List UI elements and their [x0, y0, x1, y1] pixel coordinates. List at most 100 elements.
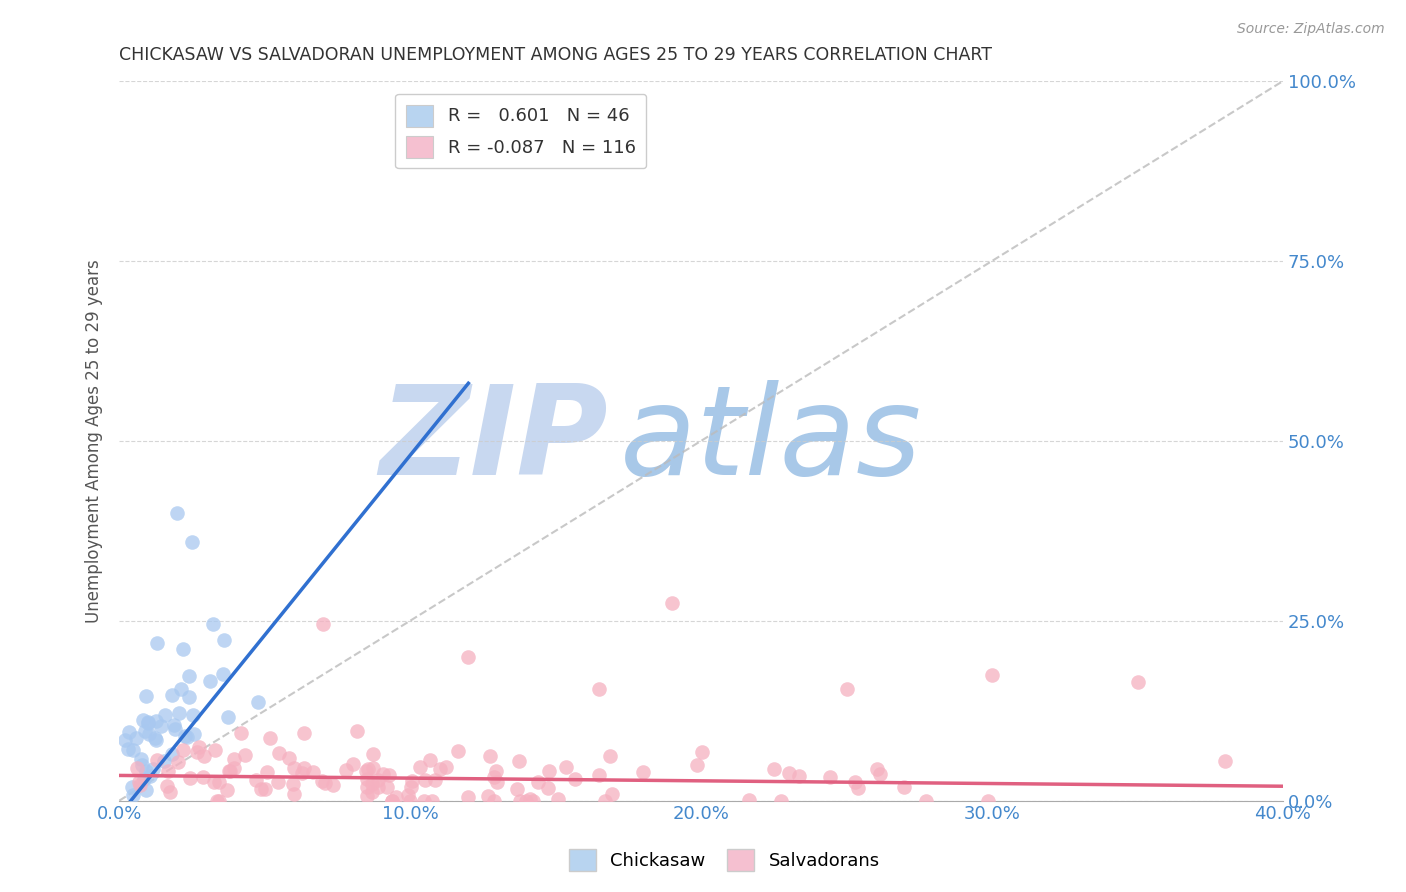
Point [114, 732, 136, 747]
Point [419, 753, 441, 767]
Point [401, 774, 423, 789]
Point [142, 762, 165, 776]
Point [420, 794, 443, 808]
Point [179, 669, 201, 683]
Point [869, 767, 891, 781]
Point [915, 794, 938, 808]
Point [121, 743, 143, 757]
Point [186, 745, 208, 759]
Point [256, 764, 278, 779]
Point [233, 747, 256, 762]
Point [267, 775, 290, 789]
Point [231, 725, 253, 739]
Point [156, 764, 179, 779]
Point [844, 775, 866, 789]
Point [156, 780, 179, 794]
Point [193, 748, 215, 763]
Point [361, 785, 384, 799]
Point [311, 774, 333, 789]
Point [135, 782, 157, 797]
Point [457, 790, 479, 805]
Point [162, 688, 184, 702]
Point [278, 751, 301, 765]
Point [375, 780, 398, 794]
Point [163, 718, 186, 732]
Point [172, 743, 194, 757]
Point [128, 774, 150, 789]
Point [121, 788, 143, 802]
Point [312, 617, 335, 632]
Text: Source: ZipAtlas.com: Source: ZipAtlas.com [1237, 22, 1385, 37]
Point [429, 762, 451, 776]
Point [401, 780, 423, 794]
Point [346, 724, 368, 739]
Point [249, 782, 271, 797]
Point [770, 794, 793, 808]
Point [377, 768, 399, 782]
Point [283, 787, 305, 801]
Point [204, 743, 226, 757]
Point [208, 775, 231, 789]
Point [125, 731, 148, 746]
Point [506, 781, 529, 796]
Point [135, 764, 157, 778]
Point [181, 534, 204, 549]
Y-axis label: Unemployment Among Ages 25 to 29 years: Unemployment Among Ages 25 to 29 years [86, 259, 103, 623]
Point [866, 762, 889, 776]
Point [254, 782, 277, 797]
Point [588, 768, 610, 782]
Point [153, 755, 176, 769]
Point [396, 789, 419, 803]
Point [292, 761, 315, 775]
Point [212, 632, 235, 647]
Point [762, 763, 785, 777]
Point [181, 707, 204, 722]
Point [166, 506, 188, 520]
Point [314, 776, 336, 790]
Point [356, 772, 378, 786]
Point [357, 762, 380, 776]
Point [134, 724, 156, 739]
Point [457, 649, 479, 664]
Point [373, 766, 395, 780]
Point [128, 778, 150, 792]
Point [367, 772, 389, 787]
Point [281, 777, 304, 791]
Point [176, 730, 198, 744]
Text: atlas: atlas [620, 380, 922, 501]
Point [413, 794, 436, 808]
Point [217, 783, 239, 797]
Point [143, 731, 166, 746]
Point [593, 794, 616, 808]
Point [893, 780, 915, 794]
Point [399, 794, 422, 808]
Point [135, 689, 157, 703]
Point [218, 764, 240, 778]
Point [145, 733, 167, 747]
Point [136, 714, 159, 729]
Point [291, 766, 314, 780]
Point [131, 758, 153, 772]
Point [200, 673, 222, 688]
Point [166, 756, 188, 770]
Point [482, 794, 505, 808]
Point [564, 772, 586, 786]
Point [117, 741, 139, 756]
Point [356, 764, 378, 779]
Point [146, 753, 169, 767]
Point [179, 771, 201, 785]
Point [547, 792, 569, 806]
Point [981, 667, 1004, 681]
Point [360, 777, 382, 791]
Point [692, 745, 714, 759]
Point [159, 785, 181, 799]
Point [224, 752, 246, 766]
Point [125, 761, 148, 775]
Point [269, 746, 291, 760]
Text: ZIP: ZIP [380, 380, 607, 501]
Point [423, 772, 446, 787]
Point [479, 748, 502, 763]
Point [787, 769, 810, 783]
Point [508, 754, 530, 768]
Point [160, 747, 183, 761]
